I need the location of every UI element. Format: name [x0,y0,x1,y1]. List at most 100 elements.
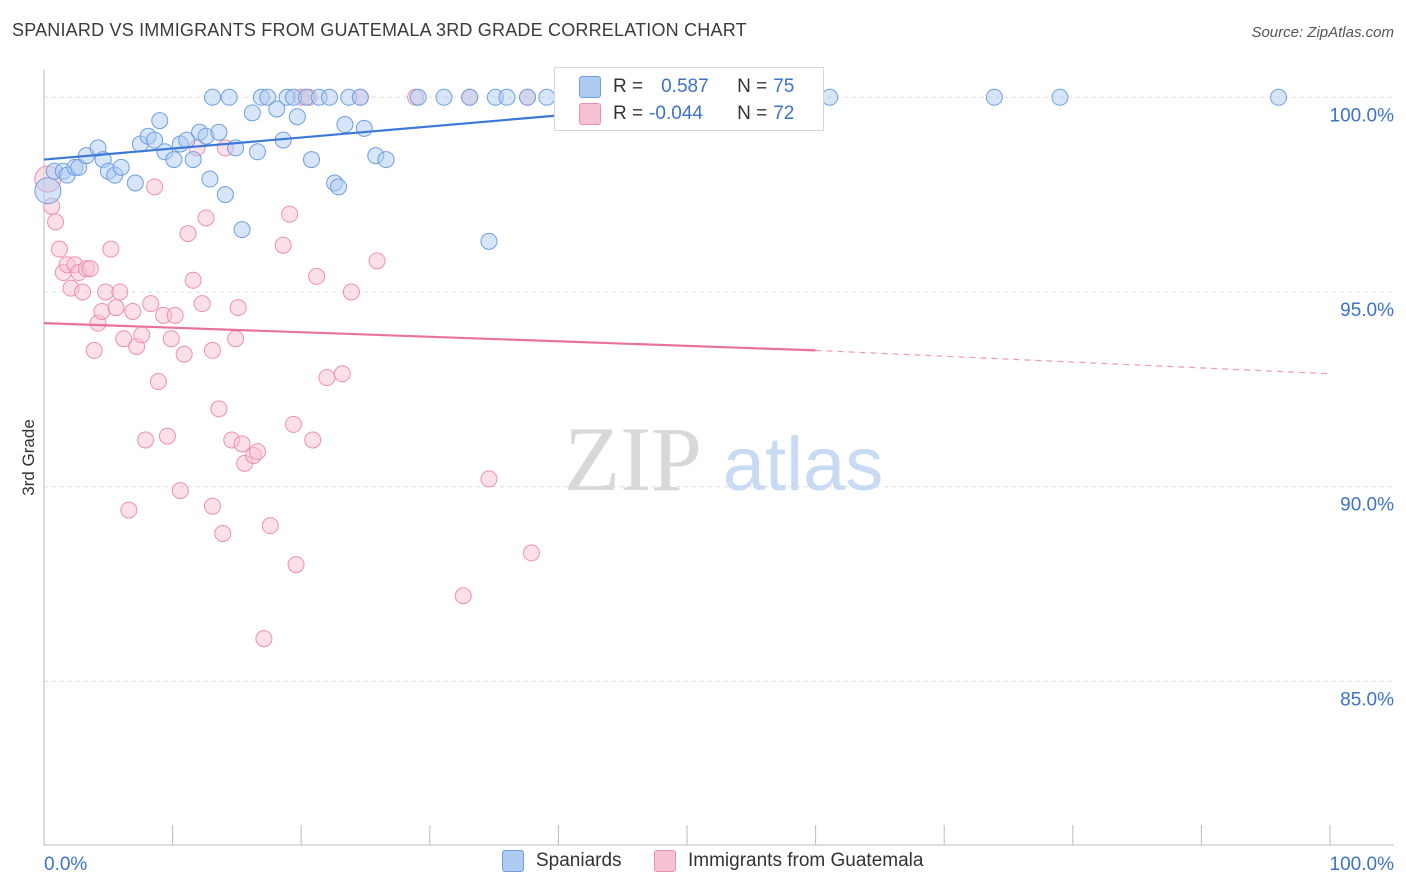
series-legend: Spaniards Immigrants from Guatemala [0,850,1406,880]
data-point [34,177,62,205]
correlation-legend: R = 0.587 N = 75 R = -0.044 N = 72 [554,67,824,131]
data-point [102,240,120,258]
data-point [93,302,111,320]
legend-n-label: N = [737,76,768,97]
tick-labels: 100.0% 95.0% 90.0% 85.0% 0.0% 100.0% [44,105,1394,875]
data-point [454,587,472,605]
data-point [320,88,338,106]
trend-extension-guatemala [815,349,1331,375]
data-point [175,345,193,363]
data-point [248,143,266,161]
legend-r-label: R = [613,103,644,124]
data-point [233,435,251,453]
data-point [115,330,133,348]
legend-label-spaniards: Spaniards [536,850,622,871]
data-point [342,283,360,301]
legend-n-label: N = [737,103,768,124]
y-tick-label: 90.0% [1340,495,1394,516]
data-point [274,236,292,254]
data-point [216,186,234,204]
data-point [97,283,115,301]
legend-item-spaniards[interactable]: Spaniards [502,850,622,872]
data-point [255,630,273,648]
data-point [210,123,228,141]
data-point [351,88,369,106]
legend-item-guatemala[interactable]: Immigrants from Guatemala [654,850,923,872]
legend-r-value: -0.044 [649,103,703,124]
data-point [243,104,261,122]
data-point [336,116,354,134]
data-point [184,271,202,289]
data-point [480,232,498,250]
data-point [377,151,395,169]
data-point [74,283,92,301]
data-point [355,119,373,137]
data-point [146,131,164,149]
x-tick-label: 100.0% [1330,854,1395,875]
data-point [284,415,302,433]
data-point [85,341,103,359]
data-point [124,302,142,320]
chart-source: Source: ZipAtlas.com [1251,24,1394,41]
data-point [165,151,183,169]
data-point [193,295,211,313]
data-point [261,517,279,535]
data-point [203,88,221,106]
grid-lines [44,96,1394,682]
legend-r-value: 0.587 [661,76,709,97]
data-point [287,556,305,574]
data-point [162,330,180,348]
legend-row-guatemala: R = -0.044 N = 72 [579,99,794,129]
data-point [151,112,169,130]
data-point [179,225,197,243]
data-point [302,151,320,169]
data-point [259,88,277,106]
data-point [538,88,556,106]
legend-n-value: 75 [773,76,795,97]
data-point [137,431,155,449]
data-point [233,221,251,239]
data-point [197,209,215,227]
legend-swatch-pink [579,103,601,125]
data-point [70,158,88,176]
data-point [171,482,189,500]
data-point [1270,88,1288,106]
data-point [461,88,479,106]
data-point [480,470,498,488]
data-point [107,299,125,317]
data-point [227,330,245,348]
data-point [329,178,347,196]
data-point [133,326,151,344]
data-point [318,369,336,387]
data-point [522,544,540,562]
data-point [288,108,306,126]
legend-swatch-guatemala [654,850,676,872]
data-point [985,88,1003,106]
y-tick-label: 95.0% [1340,300,1394,321]
x-tick-label: 0.0% [44,854,87,875]
data-point [229,299,247,317]
data-point [220,88,238,106]
legend-swatch-spaniards [502,850,524,872]
y-axis-label: 3rd Grade [19,419,38,496]
legend-row-spaniards: R = 0.587 N = 75 [579,72,794,102]
legend-label-guatemala: Immigrants from Guatemala [688,850,924,871]
data-point [821,88,839,106]
data-point [333,365,351,383]
data-point [498,88,516,106]
data-point [368,252,386,270]
data-point [409,88,427,106]
legend-swatch-blue [579,76,601,98]
data-point [281,205,299,223]
data-point [203,341,221,359]
data-point [184,151,202,169]
watermark-zip: ZIP [564,408,702,510]
y-tick-label: 100.0% [1330,105,1395,126]
data-point [308,267,326,285]
data-point [81,260,99,278]
data-point [142,295,160,313]
data-point [304,431,322,449]
data-point [1051,88,1069,106]
legend-r-label: R = [613,76,644,97]
